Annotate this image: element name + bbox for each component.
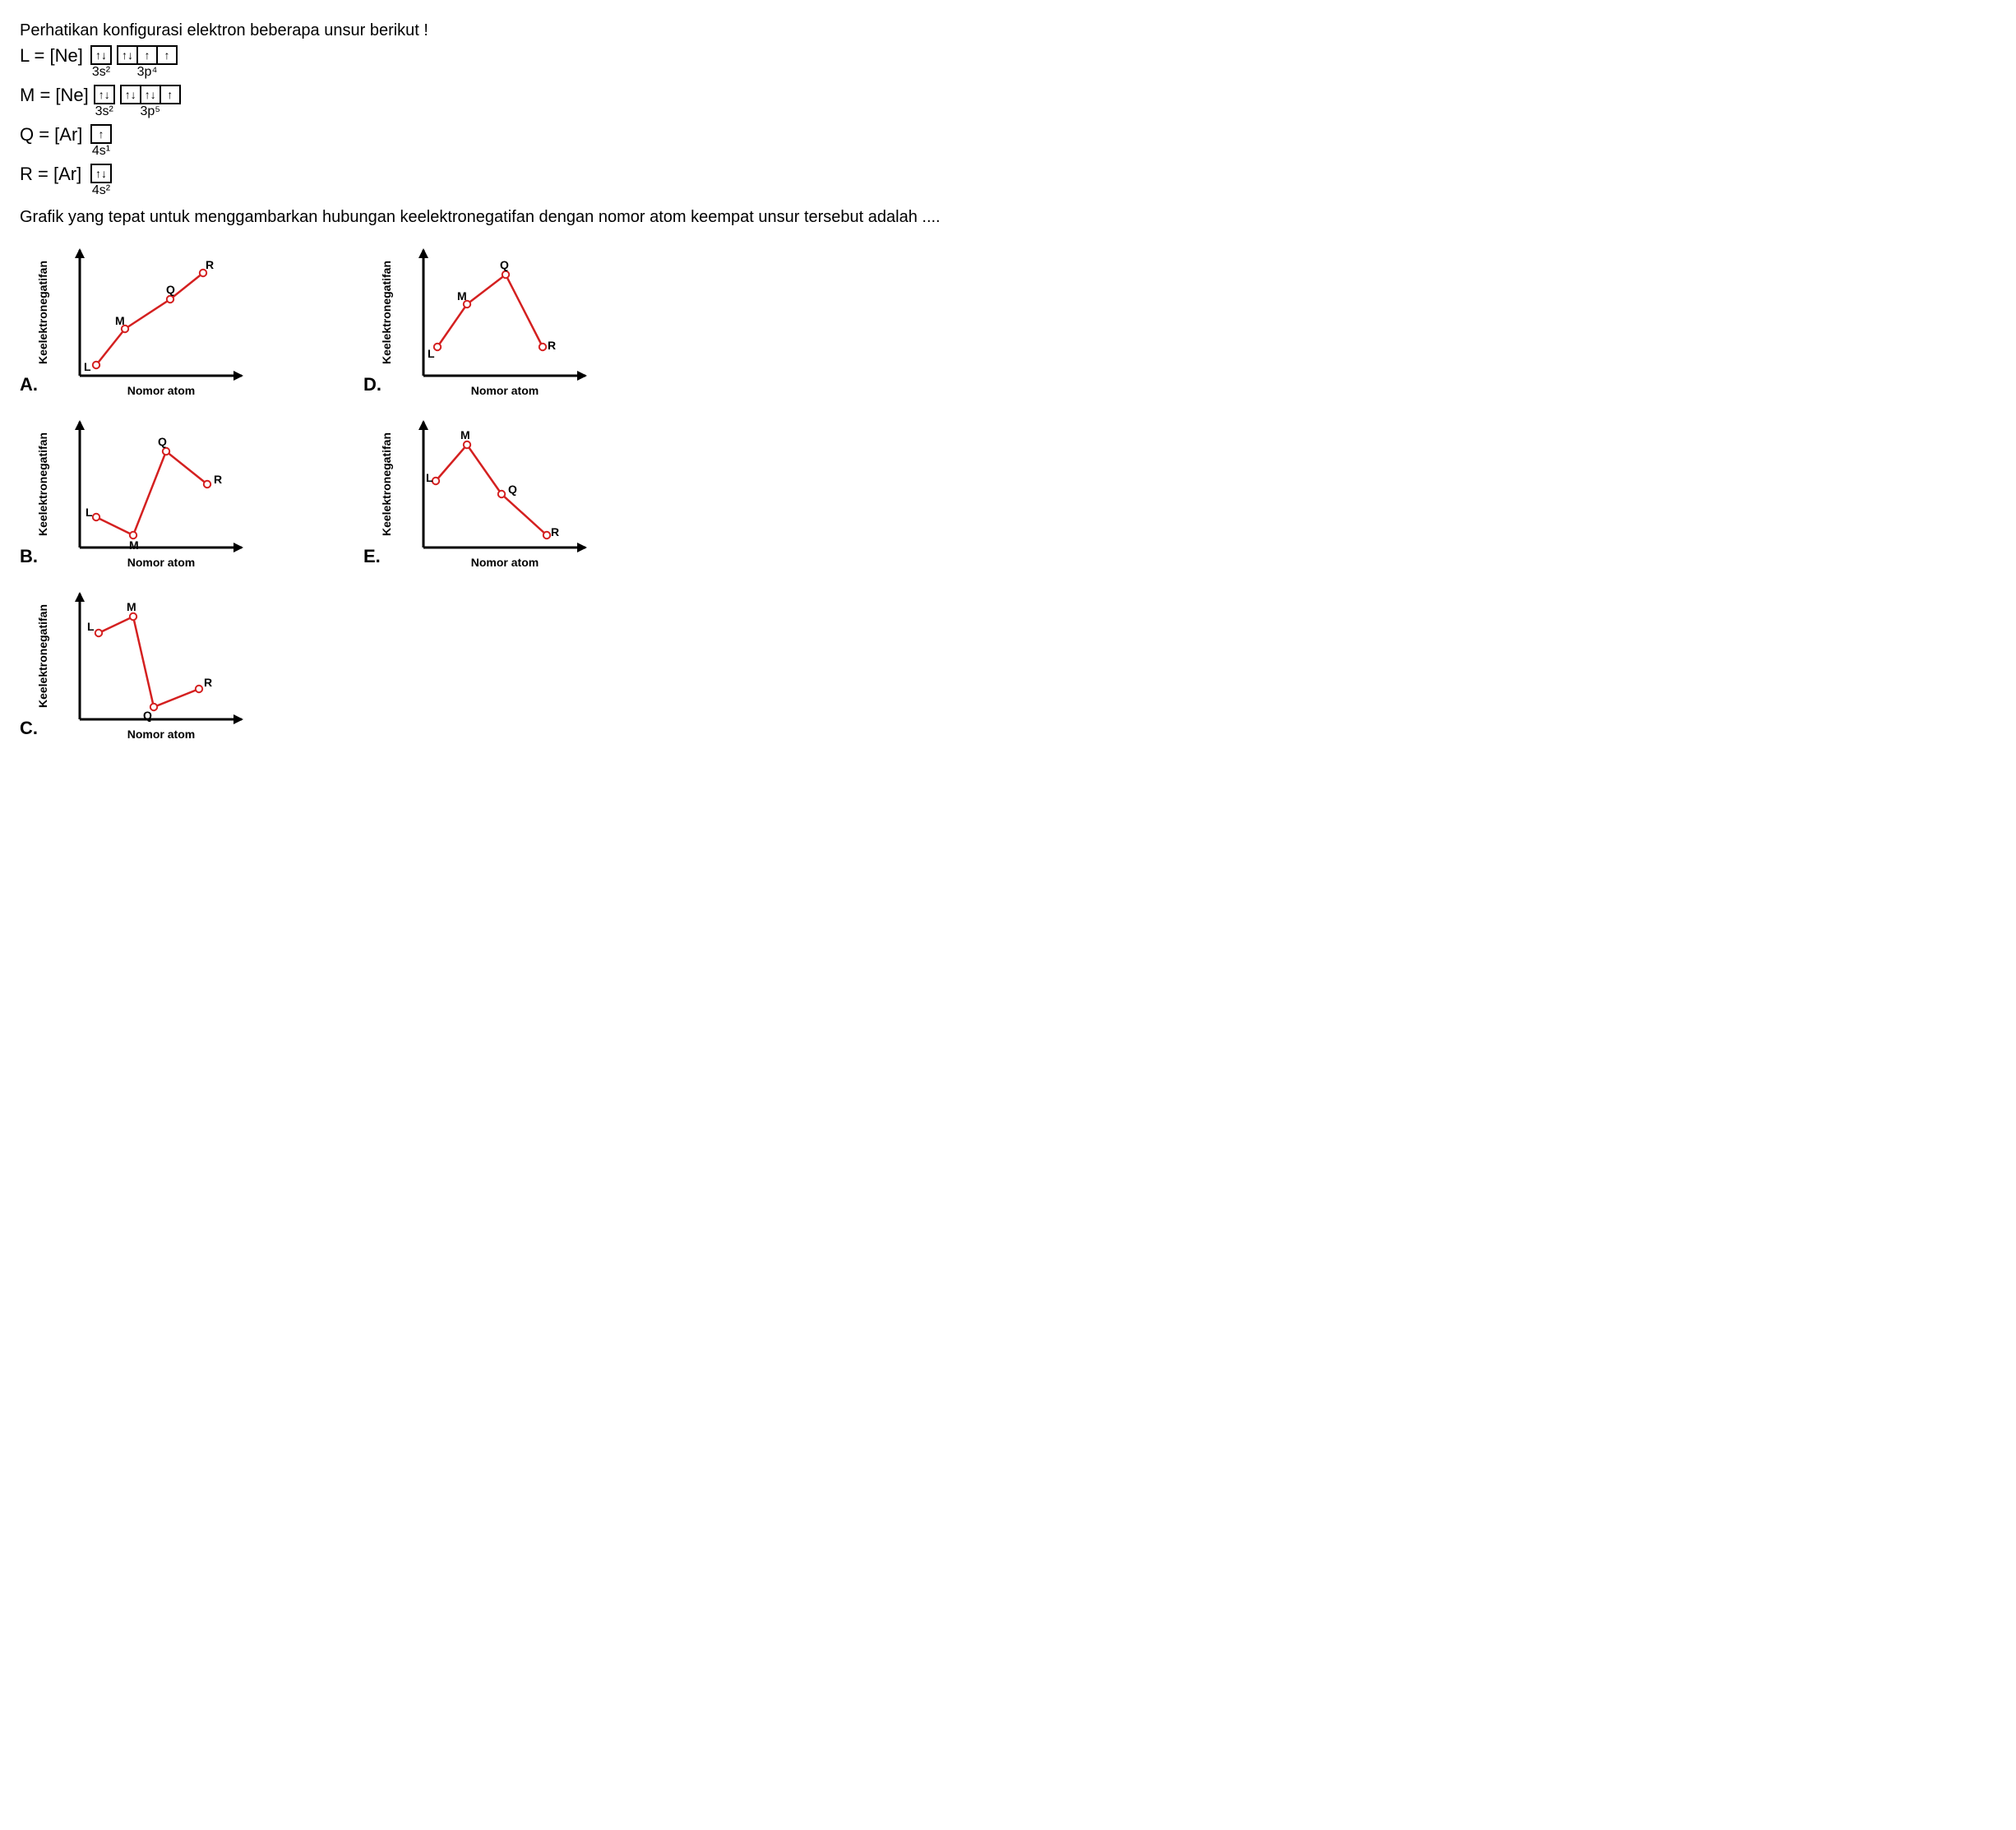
orbital-sublabel: 4s² <box>92 183 110 198</box>
option-letter: E. <box>363 546 386 569</box>
orbital-sublabel: 3s² <box>92 65 110 80</box>
config-label: Q = [Ar] <box>20 124 86 146</box>
chart-point <box>464 441 470 448</box>
option-letter: C. <box>20 718 43 741</box>
chart-svg <box>51 412 248 556</box>
chart-point <box>200 270 206 276</box>
answer-option: D. KeelektronegatifanLMQRNomor atom <box>363 240 592 397</box>
chart-point <box>502 271 509 278</box>
x-axis-label: Nomor atom <box>395 384 592 397</box>
chart: KeelektronegatifanLMQR <box>395 240 592 384</box>
orbital-box: ↑ <box>136 45 158 65</box>
orbital-box: ↑↓ <box>117 45 138 65</box>
config-label: M = [Ne] <box>20 85 89 106</box>
chart-point <box>122 326 128 332</box>
answer-option: E. KeelektronegatifanLMQRNomor atom <box>363 412 592 569</box>
prompt-text: Grafik yang tepat untuk menggambarkan hu… <box>20 206 1996 229</box>
chart-point <box>167 296 173 303</box>
orbital-box: ↑↓ <box>90 45 112 65</box>
orbital-box: ↑↓ <box>120 85 141 104</box>
orbital-sublabel: 3p⁵ <box>141 104 160 119</box>
chart-line <box>96 273 203 365</box>
chart-point <box>498 491 505 497</box>
y-axis-label: Keelektronegatifan <box>36 432 49 535</box>
orbital-box: ↑↓ <box>90 164 112 183</box>
chart-point <box>432 478 439 484</box>
orbital-sublabel: 4s¹ <box>92 144 110 159</box>
orbital-group: ↑↓3s² <box>94 85 115 119</box>
option-letter: A. <box>20 374 43 397</box>
chart-point <box>434 344 441 350</box>
x-axis-label: Nomor atom <box>51 556 248 569</box>
orbital-group: ↑4s¹ <box>90 124 112 159</box>
answer-option: C. KeelektronegatifanLMQRNomor atom <box>20 584 248 741</box>
config-row: Q = [Ar]↑4s¹ <box>20 124 1996 159</box>
chart-point <box>464 301 470 307</box>
x-axis-label: Nomor atom <box>51 728 248 741</box>
y-axis-label: Keelektronegatifan <box>36 603 49 707</box>
chart-svg <box>395 240 592 384</box>
config-label: R = [Ar] <box>20 164 86 185</box>
orbital-group: ↑↓↑↓↑3p⁵ <box>120 85 181 119</box>
chart-point <box>204 481 210 488</box>
chart: KeelektronegatifanLMQR <box>51 240 248 384</box>
config-row: R = [Ar]↑↓4s² <box>20 164 1996 198</box>
orbital-group: ↑↓4s² <box>90 164 112 198</box>
chart: KeelektronegatifanLMQR <box>51 412 248 556</box>
orbital-sublabel: 3p⁴ <box>137 65 158 80</box>
chart-point <box>95 630 102 636</box>
chart-point <box>163 448 169 455</box>
option-letter: B. <box>20 546 43 569</box>
orbital-group: ↑↓3s² <box>90 45 112 80</box>
electron-configs: L = [Ne]↑↓3s²↑↓↑↑3p⁴M = [Ne]↑↓3s²↑↓↑↓↑3p… <box>20 45 1996 198</box>
chart-point <box>150 704 157 710</box>
chart-point <box>196 686 202 692</box>
chart: KeelektronegatifanLMQR <box>395 412 592 556</box>
y-axis-label: Keelektronegatifan <box>380 432 393 535</box>
x-axis-label: Nomor atom <box>51 384 248 397</box>
chart-line <box>96 451 207 535</box>
chart-point <box>130 613 136 620</box>
chart-point <box>93 514 99 520</box>
chart-point <box>543 532 550 538</box>
answer-option: A. KeelektronegatifanLMQRNomor atom <box>20 240 248 397</box>
chart-point <box>93 362 99 368</box>
chart-svg <box>51 240 248 384</box>
chart: KeelektronegatifanLMQR <box>51 584 248 728</box>
chart-line <box>436 445 547 535</box>
answer-option: B. KeelektronegatifanLMQRNomor atom <box>20 412 248 569</box>
orbital-box: ↑ <box>160 85 181 104</box>
chart-svg <box>51 584 248 728</box>
chart-line <box>437 275 543 347</box>
orbital-box: ↑↓ <box>94 85 115 104</box>
chart-line <box>99 617 199 707</box>
chart-svg <box>395 412 592 556</box>
intro-text: Perhatikan konfigurasi elektron beberapa… <box>20 20 1996 42</box>
orbital-box: ↑ <box>90 124 112 144</box>
orbital-box: ↑ <box>156 45 178 65</box>
chart-point <box>539 344 546 350</box>
y-axis-label: Keelektronegatifan <box>36 260 49 363</box>
chart-point <box>130 532 136 538</box>
orbital-sublabel: 3s² <box>95 104 113 119</box>
config-label: L = [Ne] <box>20 45 86 67</box>
config-row: L = [Ne]↑↓3s²↑↓↑↑3p⁴ <box>20 45 1996 80</box>
answer-options: A.KeelektronegatifanLMQRNomor atomB.Keel… <box>20 240 1996 741</box>
orbital-box: ↑↓ <box>140 85 161 104</box>
config-row: M = [Ne]↑↓3s²↑↓↑↓↑3p⁵ <box>20 85 1996 119</box>
orbital-group: ↑↓↑↑3p⁴ <box>117 45 178 80</box>
x-axis-label: Nomor atom <box>395 556 592 569</box>
option-letter: D. <box>363 374 386 397</box>
y-axis-label: Keelektronegatifan <box>380 260 393 363</box>
